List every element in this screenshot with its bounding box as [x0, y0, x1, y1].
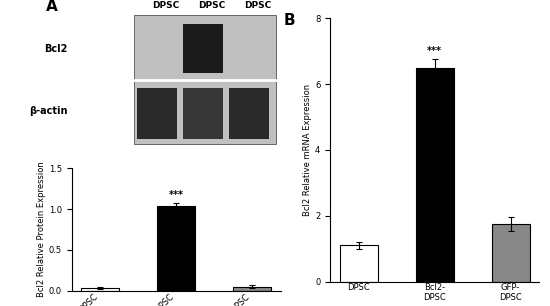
- Bar: [157, 206, 195, 291]
- Y-axis label: Bcl2 Relative mRNA Expression: Bcl2 Relative mRNA Expression: [303, 84, 312, 216]
- Bar: [233, 287, 271, 291]
- Bar: [229, 88, 269, 139]
- Bar: [415, 68, 454, 282]
- Bar: [339, 245, 377, 282]
- Bar: [183, 24, 223, 73]
- Bar: [492, 224, 530, 282]
- Bar: [183, 88, 223, 139]
- Text: GFP-
DPSC: GFP- DPSC: [244, 0, 271, 9]
- Text: Bcl2-
DPSC: Bcl2- DPSC: [198, 0, 225, 9]
- Bar: [81, 288, 119, 291]
- Y-axis label: Bcl2 Relative Protein Expression: Bcl2 Relative Protein Expression: [37, 162, 46, 297]
- Text: B: B: [284, 13, 296, 28]
- Text: ***: ***: [427, 46, 442, 55]
- Bar: [138, 88, 177, 139]
- Text: A: A: [46, 0, 58, 14]
- Text: DPSC: DPSC: [152, 1, 179, 9]
- Text: β-actin: β-actin: [29, 106, 67, 116]
- Bar: [134, 15, 276, 144]
- Text: Bcl2: Bcl2: [44, 43, 67, 54]
- Text: ***: ***: [168, 190, 184, 200]
